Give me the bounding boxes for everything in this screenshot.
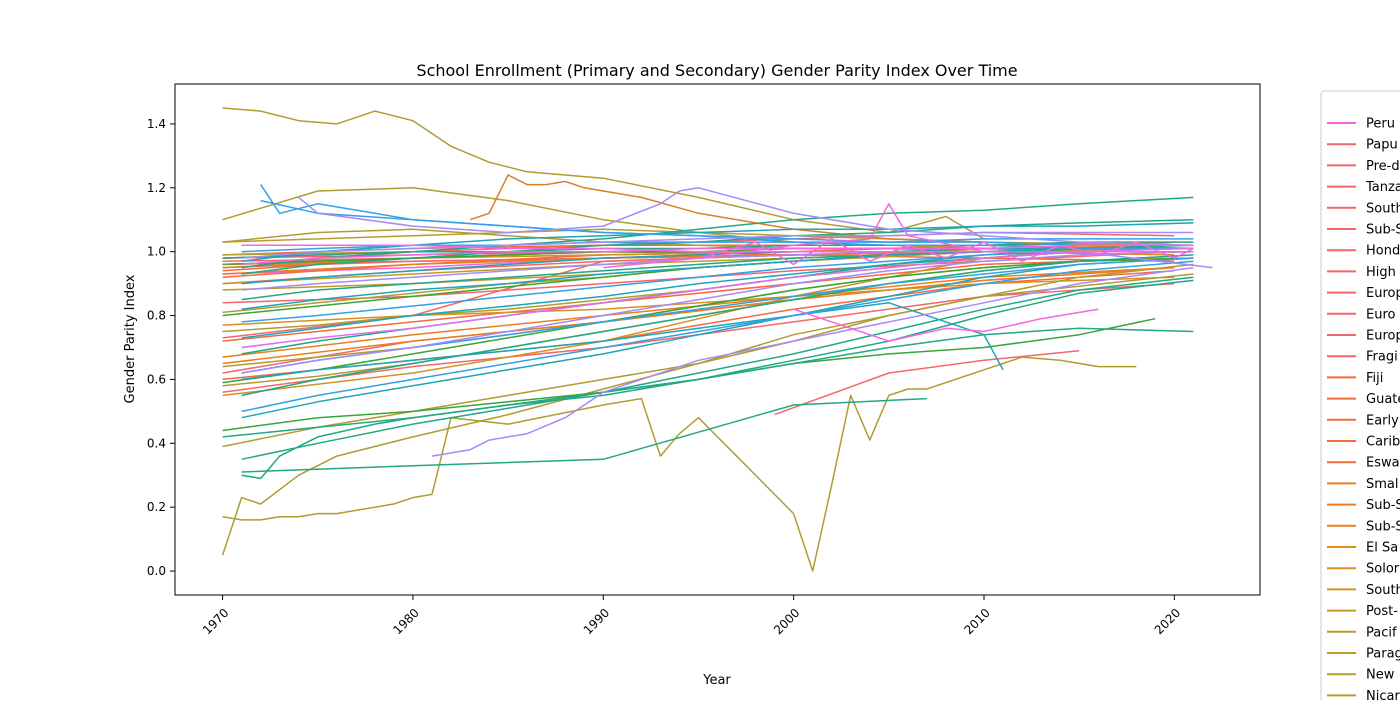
series-line xyxy=(241,257,1194,419)
x-axis-ticks: 1970 1980 1990 2000 2010 2020 xyxy=(200,595,1183,637)
series-line xyxy=(241,397,927,473)
series-line xyxy=(222,228,1175,247)
legend-label: High xyxy=(1366,265,1396,280)
legend-label: South xyxy=(1366,201,1400,216)
legend-label: Guate xyxy=(1366,392,1400,407)
legend-label: Fiji xyxy=(1366,371,1383,386)
series-line xyxy=(241,247,1194,285)
series-line xyxy=(698,238,1194,266)
y-tick-label: 0.0 xyxy=(147,564,166,578)
legend-label: Euro xyxy=(1366,307,1396,322)
legend-label: Sub-S xyxy=(1366,519,1400,534)
legend-label: Parag xyxy=(1366,647,1400,662)
series-line xyxy=(241,244,1194,253)
series-line xyxy=(222,276,1175,326)
series-line xyxy=(774,349,1080,416)
series-line xyxy=(222,257,1175,342)
chart-title: School Enrollment (Primary and Secondary… xyxy=(416,61,1017,80)
y-tick-label: 0.8 xyxy=(147,309,166,323)
legend-label: Europ xyxy=(1366,329,1400,344)
y-tick-label: 0.4 xyxy=(147,436,166,450)
series-line xyxy=(222,493,433,521)
legend-label: Tanza xyxy=(1365,180,1400,195)
series-line xyxy=(431,356,1137,572)
x-tick-label: 1980 xyxy=(390,606,421,637)
x-tick-label: 2000 xyxy=(771,606,802,637)
series-line xyxy=(241,196,1194,269)
series-line xyxy=(241,302,1004,381)
series-line xyxy=(222,107,985,240)
legend-label: Smal xyxy=(1366,477,1399,492)
legend-label: South xyxy=(1366,583,1400,598)
series-line xyxy=(241,238,1194,253)
legend-frame xyxy=(1320,90,1400,704)
series-line xyxy=(469,174,1194,250)
series-line xyxy=(241,254,1194,397)
plot-frame xyxy=(174,83,1261,596)
series-line xyxy=(260,199,1194,250)
y-tick-label: 0.6 xyxy=(147,372,166,386)
series-line xyxy=(222,257,1194,384)
series-line xyxy=(241,250,1194,374)
legend-label: Solor xyxy=(1366,562,1400,577)
series-line xyxy=(241,222,1194,263)
series-line xyxy=(241,260,1194,413)
series-line xyxy=(222,327,1194,438)
series-line xyxy=(793,308,1099,342)
legend-label: Europ xyxy=(1366,286,1400,301)
y-tick-label: 1.4 xyxy=(147,117,166,131)
legend-label: Papu xyxy=(1366,138,1398,153)
series-line xyxy=(241,279,1194,480)
series-line xyxy=(431,266,1194,457)
series-line xyxy=(241,250,1194,323)
legend-label: Pacif xyxy=(1366,625,1397,640)
legend-label: New xyxy=(1366,668,1395,683)
series-line xyxy=(241,276,1194,461)
series-line xyxy=(222,266,1175,365)
legend-label: Sub-S xyxy=(1366,223,1400,238)
series-line xyxy=(241,247,1194,310)
x-tick-label: 2020 xyxy=(1152,606,1183,637)
legend-label: Eswa xyxy=(1366,456,1400,471)
x-tick-label: 2010 xyxy=(961,606,992,637)
legend-label: Sub-S xyxy=(1366,498,1400,513)
y-axis-ticks: 0.0 0.2 0.4 0.6 0.8 1.0 1.2 1.4 xyxy=(147,117,175,578)
y-tick-label: 1.2 xyxy=(147,181,166,195)
legend-label: Fragi xyxy=(1366,350,1398,365)
series-line xyxy=(241,247,1194,349)
legend-label: El Sa xyxy=(1366,541,1398,556)
x-axis-label: Year xyxy=(702,673,731,688)
legend: Peru Papu Pre-d Tanza South Sub-S Hond High Euro… xyxy=(1320,90,1400,704)
legend-label: Peru xyxy=(1366,117,1395,132)
legend-label: Post- xyxy=(1366,604,1398,619)
series-lines xyxy=(221,107,1213,572)
legend-label: Carib xyxy=(1366,435,1400,450)
series-line xyxy=(221,273,1194,556)
series-line xyxy=(241,244,1194,266)
legend-label: Early xyxy=(1366,413,1399,428)
x-tick-label: 1970 xyxy=(200,606,231,637)
x-tick-label: 1990 xyxy=(581,606,612,637)
series-line xyxy=(222,263,1194,448)
series-line xyxy=(298,187,1194,247)
y-axis-label: Gender Parity Index xyxy=(123,274,138,403)
legend-label: Hond xyxy=(1366,244,1400,259)
legend-label: Pre-d xyxy=(1366,159,1400,174)
legend-label: Nicar xyxy=(1366,689,1400,700)
series-line xyxy=(241,231,1194,259)
y-tick-label: 0.2 xyxy=(147,500,166,514)
y-tick-label: 1.0 xyxy=(147,245,166,259)
